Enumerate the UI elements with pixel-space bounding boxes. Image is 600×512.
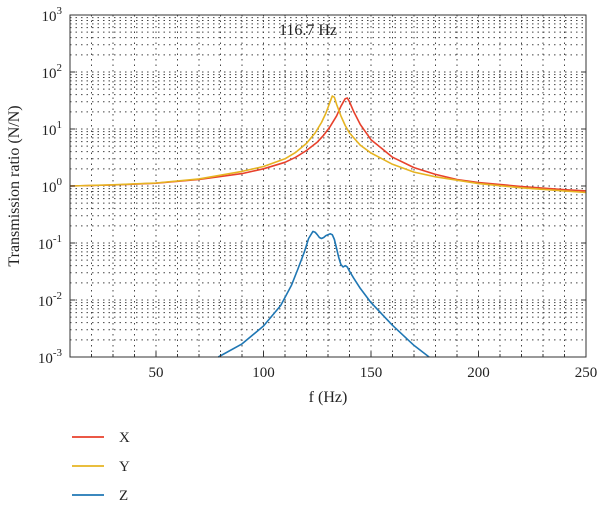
grid-layer (70, 15, 586, 357)
legend: XYZ (72, 430, 130, 504)
y-tick-label: 10-3 (38, 347, 63, 367)
y-tick-label: 10-1 (38, 233, 62, 253)
legend-label-z: Z (119, 488, 128, 504)
x-tick-label: 100 (252, 365, 275, 381)
series-line-y (69, 95, 587, 194)
annotation: 116.7 Hz (279, 22, 337, 39)
x-axis-label: f (Hz) (309, 389, 348, 406)
y-tick-label: 10-2 (38, 290, 62, 310)
series-line-x (69, 97, 587, 192)
y-tick-label: 101 (42, 119, 63, 139)
x-tick-label: 50 (149, 365, 164, 381)
x-tick-label: 150 (360, 365, 383, 381)
x-tick-label: 200 (467, 365, 490, 381)
y-axis-label: Transmission ratio (N/N) (6, 105, 23, 266)
tick-layer: 50 100 150 200 250 10-3 10-2 10-1 100 101 102 103 (38, 5, 597, 381)
series-layer (69, 95, 587, 358)
legend-label-y: Y (119, 459, 130, 475)
x-tick-label: 250 (575, 365, 598, 381)
series-line-z (217, 230, 430, 358)
legend-label-x: X (119, 430, 130, 446)
y-tick-label: 100 (42, 176, 63, 196)
y-tick-label: 102 (42, 62, 63, 82)
y-tick-label: 103 (42, 5, 63, 25)
